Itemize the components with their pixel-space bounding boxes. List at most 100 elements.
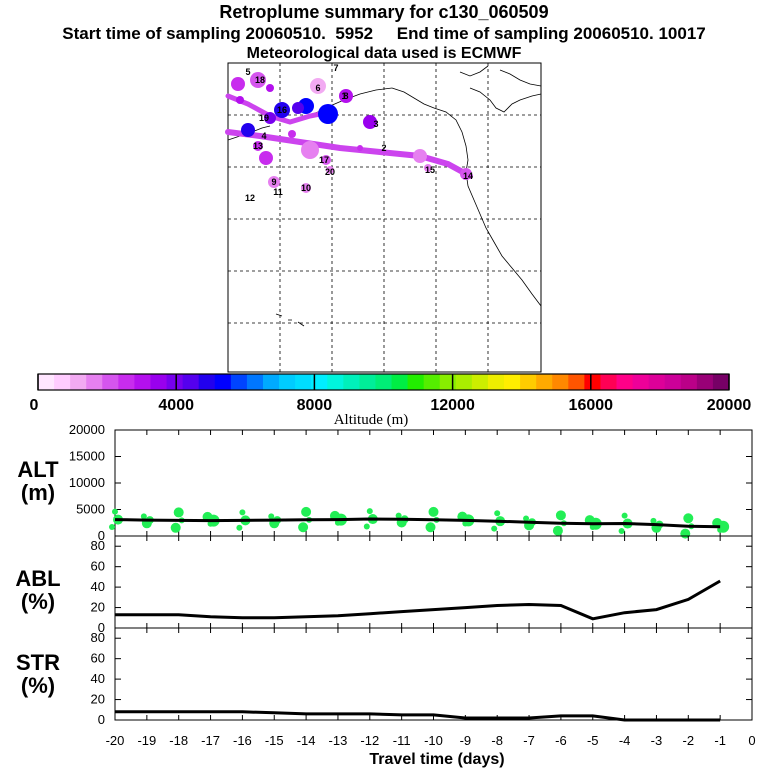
alt-scatter-point bbox=[618, 527, 625, 534]
x-tick-label: -5 bbox=[587, 733, 599, 748]
abl-panel-label: ABL bbox=[15, 566, 60, 591]
colorbar-tick-label: 8000 bbox=[297, 397, 333, 414]
abl-panel-y-tick-label: 0 bbox=[98, 620, 105, 635]
trajectory-cluster-marker bbox=[339, 89, 353, 103]
alt-scatter-point bbox=[363, 523, 370, 530]
x-tick-label: -13 bbox=[329, 733, 348, 748]
x-axis-title: Travel time (days) bbox=[369, 751, 504, 768]
alt-scatter-point bbox=[650, 517, 657, 524]
cluster-label: 10 bbox=[301, 183, 311, 193]
cluster-label: 3 bbox=[373, 119, 378, 129]
abl-panel-y-tick-label: 20 bbox=[91, 600, 105, 615]
colorbar-swatch bbox=[327, 374, 344, 390]
x-tick-label: -6 bbox=[555, 733, 567, 748]
colorbar-swatch bbox=[632, 374, 650, 390]
cluster-label: 8 bbox=[343, 91, 348, 101]
alt-scatter-point bbox=[395, 512, 402, 519]
cluster-label: 14 bbox=[463, 171, 473, 181]
colorbar-swatch bbox=[504, 374, 521, 390]
x-tick-label: -12 bbox=[360, 733, 379, 748]
trajectory-cluster-marker bbox=[413, 149, 427, 163]
trajectory-cluster-marker bbox=[460, 168, 472, 180]
x-tick-label: -4 bbox=[619, 733, 631, 748]
str-panel-y-tick-label: 80 bbox=[91, 630, 105, 645]
abl-panel-series-line bbox=[115, 579, 721, 621]
abl-panel-unit: (%) bbox=[21, 589, 55, 614]
met-data-note: Meteorological data used is ECMWF bbox=[246, 45, 522, 62]
x-tick-label: 0 bbox=[748, 733, 755, 748]
str-panel-frame bbox=[114, 627, 753, 721]
cluster-label: 15 bbox=[425, 165, 435, 175]
alt-scatter-point bbox=[173, 507, 184, 518]
alt-scatter-point bbox=[683, 513, 694, 524]
trajectory-cluster-marker bbox=[268, 176, 280, 188]
cluster-label: 17 bbox=[319, 155, 329, 165]
trajectory-cluster-marker bbox=[321, 155, 331, 165]
colorbar-swatch bbox=[359, 374, 376, 390]
alt-scatter-point bbox=[298, 522, 309, 533]
str-panel-y-tick-label: 20 bbox=[91, 692, 105, 707]
colorbar-swatch bbox=[311, 374, 328, 390]
alt-panel-y-tick-label: 20000 bbox=[69, 422, 105, 437]
trajectory-cluster-marker bbox=[424, 164, 432, 172]
alt-scatter-point bbox=[523, 515, 530, 522]
trajectory-cluster-marker bbox=[274, 102, 290, 118]
colorbar-swatch bbox=[150, 374, 168, 390]
trajectory-cluster-marker bbox=[236, 96, 244, 104]
str-panel-unit: (%) bbox=[21, 673, 55, 698]
colorbar-swatch bbox=[455, 374, 473, 390]
alt-scatter-point bbox=[109, 523, 115, 530]
cluster-label: 2 bbox=[381, 143, 386, 153]
colorbar-swatch bbox=[536, 374, 553, 390]
alt-scatter-point bbox=[621, 512, 628, 519]
alt-panel-unit: (m) bbox=[21, 480, 55, 505]
alt-scatter-point bbox=[301, 506, 312, 517]
alt-panel-y-tick-label: 0 bbox=[98, 528, 105, 543]
map-frame bbox=[227, 62, 542, 373]
cluster-label: 13 bbox=[253, 141, 263, 151]
colorbar-swatch bbox=[600, 374, 618, 390]
cluster-label: 4 bbox=[261, 131, 266, 141]
colorbar-swatch bbox=[712, 374, 730, 390]
x-tick-label: -8 bbox=[491, 733, 503, 748]
x-tick-label: -1 bbox=[714, 733, 726, 748]
colorbar-swatch bbox=[439, 374, 457, 390]
alt-scatter-point bbox=[555, 510, 566, 521]
cluster-label: 7 bbox=[333, 63, 338, 73]
colorbar-swatch bbox=[391, 374, 409, 390]
x-tick-label: -16 bbox=[233, 733, 252, 748]
trajectory-cluster-marker bbox=[253, 141, 263, 151]
chart-title: Retroplume summary for c130_060509 bbox=[219, 2, 549, 22]
x-tick-label: -15 bbox=[265, 733, 284, 748]
colorbar-swatch bbox=[407, 374, 425, 390]
colorbar-label: Altitude (m) bbox=[334, 412, 409, 428]
str-panel-y-tick-label: 0 bbox=[98, 712, 105, 727]
colorbar-swatch bbox=[102, 374, 119, 390]
trajectory-cluster-marker bbox=[241, 123, 255, 137]
alt-scatter-point bbox=[425, 522, 436, 533]
map-graticule bbox=[228, 63, 541, 372]
x-tick-label: -11 bbox=[393, 733, 411, 748]
cluster-label: 19 bbox=[259, 113, 269, 123]
x-tick-label: -19 bbox=[137, 733, 156, 748]
colorbar-swatch bbox=[182, 374, 200, 390]
colorbar-swatch bbox=[279, 374, 296, 390]
colorbar-swatch bbox=[696, 374, 714, 390]
colorbar-tick-label: 0 bbox=[30, 397, 39, 414]
trajectory-cluster-marker bbox=[301, 141, 319, 159]
trajectory-cluster-marker bbox=[259, 151, 273, 165]
x-tick-label: -2 bbox=[683, 733, 695, 748]
cluster-label: 6 bbox=[315, 83, 320, 93]
str-panel-label: STR bbox=[16, 650, 60, 675]
trajectory-cluster-marker bbox=[250, 72, 266, 88]
str-panel-y-tick-label: 60 bbox=[91, 651, 105, 666]
x-tick-label: -17 bbox=[201, 733, 220, 748]
trajectory-cluster-marker bbox=[363, 115, 377, 129]
colorbar-swatch bbox=[680, 374, 698, 390]
cluster-label: 9 bbox=[271, 177, 276, 187]
x-tick-label: -20 bbox=[106, 733, 125, 748]
trajectory-cluster-marker bbox=[326, 166, 334, 174]
alt-scatter-point bbox=[239, 509, 246, 516]
